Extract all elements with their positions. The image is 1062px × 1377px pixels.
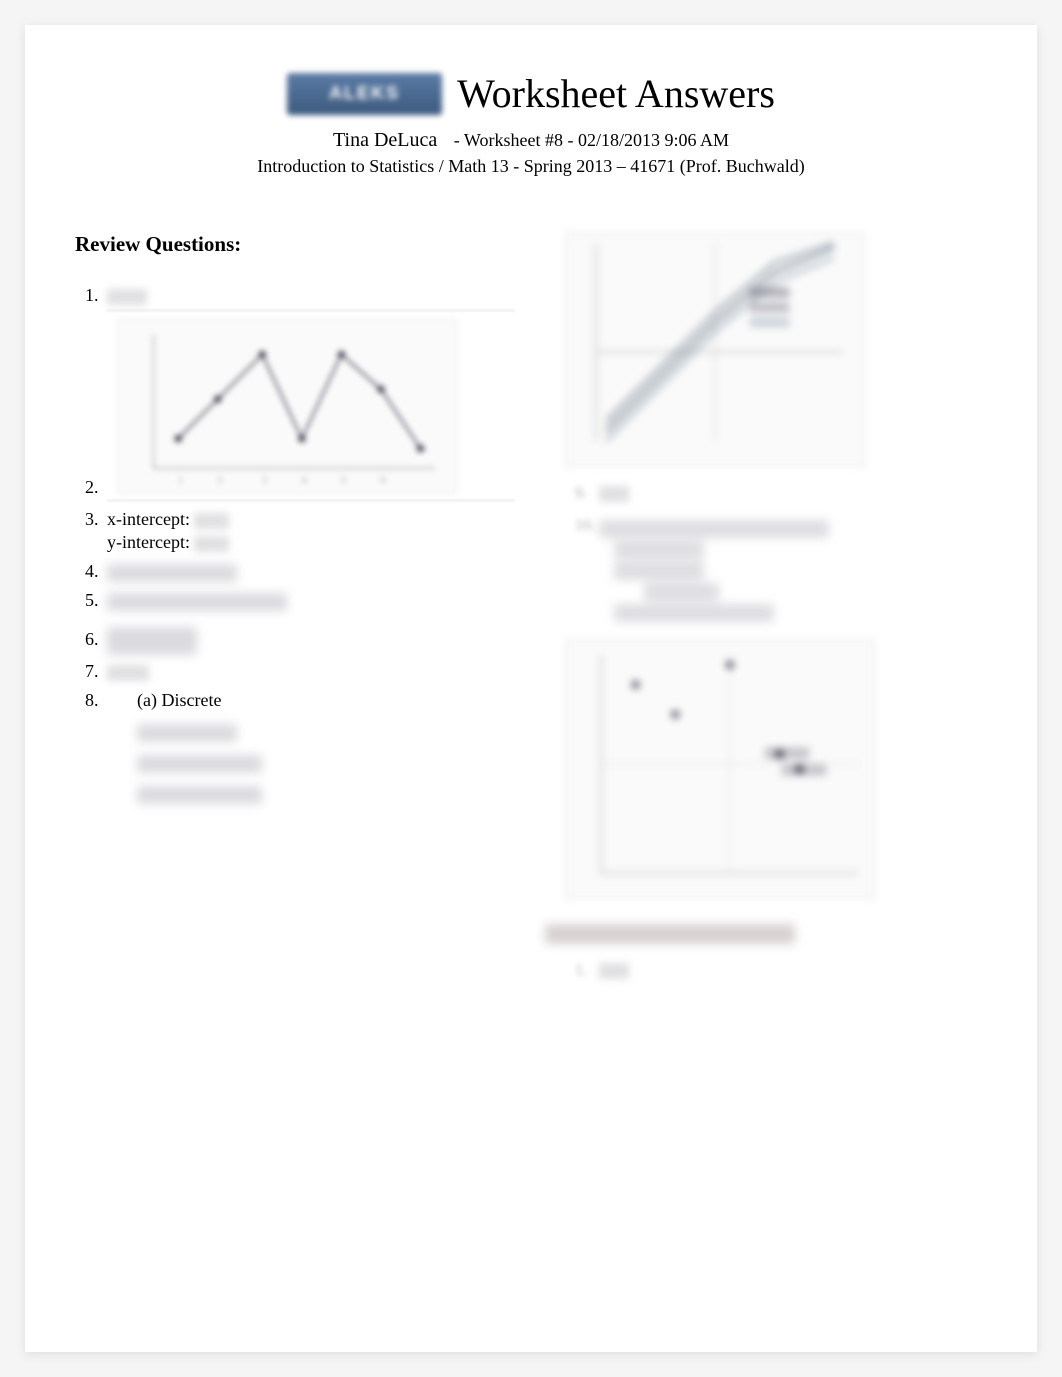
x-intercept-label: x-intercept:: [107, 509, 190, 529]
worksheet-page: ALEKS Worksheet Answers Tina DeLuca - Wo…: [25, 25, 1037, 1352]
divider: [107, 500, 515, 501]
right-chart-2: [565, 639, 875, 899]
aleks-logo: ALEKS: [287, 73, 442, 115]
question-1: [103, 285, 515, 311]
q9-number: 9.: [575, 485, 595, 503]
content-columns: Review Questions:: [75, 232, 987, 994]
subtitle-row: Tina DeLuca - Worksheet #8 - 02/18/2013 …: [75, 129, 987, 152]
page-title: Worksheet Answers: [457, 70, 775, 117]
q8-a-text: Discrete: [161, 690, 221, 710]
q10-c-blur: [614, 562, 704, 580]
questions-list: 1 2 3 4 5 6 x-intercept:: [75, 285, 515, 804]
question-3: x-intercept: y-intercept:: [103, 509, 515, 553]
x-intercept-blur: [194, 513, 229, 529]
svg-text:4: 4: [302, 475, 307, 485]
ready-to-learn-heading-blur: [545, 924, 795, 944]
q8-c: [137, 752, 515, 773]
svg-text:2: 2: [218, 475, 222, 485]
q10-a-blur: [599, 520, 829, 538]
question-2: 1 2 3 4 5 6: [103, 319, 515, 501]
page-header: ALEKS Worksheet Answers Tina DeLuca - Wo…: [75, 70, 987, 177]
y-intercept-blur: [194, 536, 229, 552]
ready-q1-number: 1.: [575, 962, 595, 980]
svg-text:3: 3: [262, 475, 267, 485]
svg-text:5: 5: [341, 475, 346, 485]
q8-sublist: (a) Discrete: [107, 690, 515, 804]
q8-d-blur: [137, 786, 262, 804]
ready-q1-blur: [599, 963, 629, 979]
q8-b-blur: [137, 724, 237, 742]
q10-b-blur: [614, 541, 704, 559]
svg-text:6: 6: [381, 475, 386, 485]
q6-answer-blur: [107, 627, 197, 655]
q8-c-blur: [137, 755, 262, 773]
left-column: Review Questions:: [75, 232, 515, 994]
q1-answer-blur: [107, 289, 147, 305]
right-chart-1: [565, 232, 865, 467]
question-6: [103, 619, 515, 653]
q5-answer-blur: [107, 593, 287, 611]
q8-a-label: (a): [137, 690, 157, 710]
divider: [107, 310, 515, 311]
q2-chart: 1 2 3 4 5 6: [117, 319, 457, 494]
q10-d-blur: [614, 604, 774, 622]
section-title-review: Review Questions:: [75, 232, 515, 257]
right-q9: 9.: [545, 485, 985, 503]
q8-d: [137, 783, 515, 804]
q9-blur: [599, 486, 629, 502]
x-intercept-row: x-intercept:: [107, 509, 515, 530]
q4-answer-blur: [107, 564, 237, 582]
y-intercept-label: y-intercept:: [107, 532, 190, 552]
question-5: [103, 590, 515, 611]
y-intercept-row: y-intercept:: [107, 532, 515, 553]
right-column: 9. 10.: [545, 232, 985, 994]
q8-a: (a) Discrete: [137, 690, 515, 711]
title-row: ALEKS Worksheet Answers: [75, 70, 987, 117]
question-4: [103, 561, 515, 582]
question-8: (a) Discrete: [103, 690, 515, 804]
right-ready-q1: 1.: [545, 962, 985, 980]
student-name: Tina DeLuca: [333, 129, 437, 151]
q7-answer-blur: [107, 665, 149, 681]
question-7: [103, 661, 515, 682]
q8-b: [137, 721, 515, 742]
right-q10: 10.: [545, 517, 985, 625]
course-info: Introduction to Statistics / Math 13 - S…: [75, 156, 987, 177]
q10-c2-blur: [644, 583, 719, 601]
q10-number: 10.: [575, 517, 595, 535]
worksheet-info: - Worksheet #8 - 02/18/2013 9:06 AM: [454, 130, 729, 150]
svg-text:1: 1: [178, 475, 182, 485]
